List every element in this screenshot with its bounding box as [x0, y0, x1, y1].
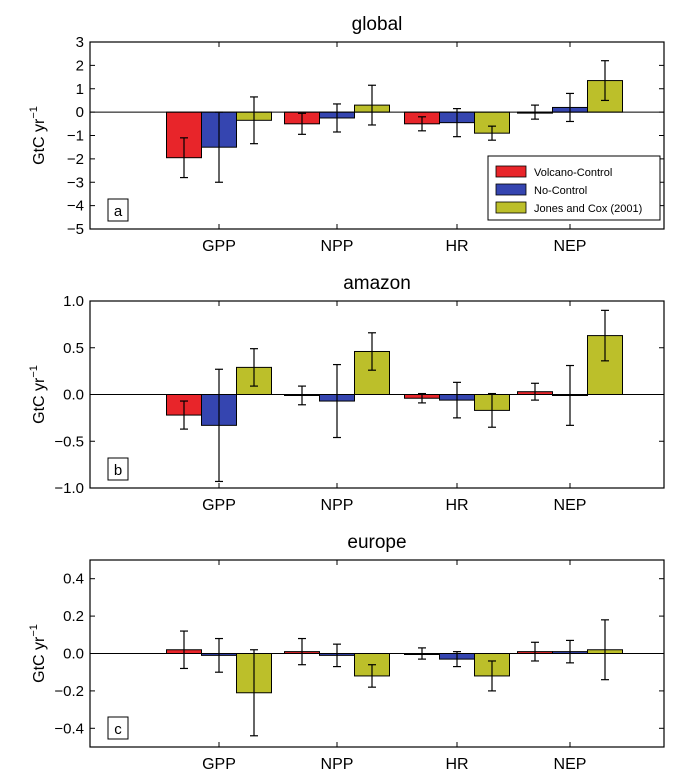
y-tick-label: 1 [76, 81, 84, 98]
x-tick-label: NPP [321, 238, 354, 255]
legend-swatch [495, 201, 527, 214]
y-tick-label: −1.0 [54, 480, 84, 497]
plot-frame [89, 41, 665, 230]
legend-label: Volcano-Control [534, 167, 612, 179]
legend-label: No-Control [534, 185, 587, 197]
y-axis-label: GtC yr−1 [28, 624, 48, 683]
y-tick-label: −4 [67, 198, 84, 215]
x-tick-label: NPP [321, 756, 354, 773]
y-tick-label: −0.4 [54, 720, 84, 737]
x-tick-label: HR [445, 497, 468, 514]
x-tick-label: GPP [202, 238, 236, 255]
panel-label-box [107, 457, 129, 481]
panel-title: europe [347, 532, 406, 553]
panel-label: b [114, 462, 122, 479]
y-tick-label: −1 [67, 128, 84, 145]
y-tick-label: 1.0 [63, 293, 84, 310]
plot-frame [89, 300, 665, 489]
x-tick-label: HR [445, 238, 468, 255]
plot-frame [89, 559, 665, 748]
y-tick-label: 0.2 [63, 608, 84, 625]
panel-label: c [114, 721, 122, 738]
legend-swatch [495, 183, 527, 196]
y-tick-label: −0.5 [54, 433, 84, 450]
y-axis-label: GtC yr−1 [28, 365, 48, 424]
y-tick-label: 0.0 [63, 646, 84, 663]
y-tick-label: −3 [67, 174, 84, 191]
x-tick-label: NEP [554, 497, 587, 514]
y-tick-label: 3 [76, 34, 84, 51]
y-tick-label: −0.2 [54, 683, 84, 700]
panel-global: global −5 −4 −3 −2 −1 0 1 2 3 GtC yr−1 GPP NPP HR NEP a… [28, 14, 665, 255]
x-tick-label: GPP [202, 756, 236, 773]
panel-europe: europe −0.4 −0.2 0.0 0.2 0.4 GtC yr−1 GPP NPP HR N… [28, 532, 665, 773]
y-tick-label: 0.4 [63, 571, 84, 588]
legend-label: Jones and Cox (2001) [534, 203, 642, 215]
y-tick-label: 2 [76, 57, 84, 74]
y-tick-label: −2 [67, 151, 84, 168]
x-tick-label: NEP [554, 238, 587, 255]
legend-swatch [495, 165, 527, 178]
panel-label-box [107, 716, 129, 740]
panel-label-box [107, 198, 129, 222]
x-tick-label: NEP [554, 756, 587, 773]
y-tick-label: 0.0 [63, 387, 84, 404]
x-tick-label: HR [445, 756, 468, 773]
y-axis-label: GtC yr−1 [28, 106, 48, 165]
y-tick-label: 0.5 [63, 340, 84, 357]
x-tick-label: NPP [321, 497, 354, 514]
x-tick-label: GPP [202, 497, 236, 514]
panel-label: a [114, 203, 123, 220]
panel-title: global [352, 14, 403, 35]
panel-title: amazon [343, 273, 411, 294]
y-tick-label: −5 [67, 221, 84, 238]
panel-amazon: amazon −1.0 −0.5 0.0 0.5 1.0 GtC yr−1 GPP NPP HR N… [28, 273, 665, 514]
y-tick-label: 0 [76, 104, 84, 121]
